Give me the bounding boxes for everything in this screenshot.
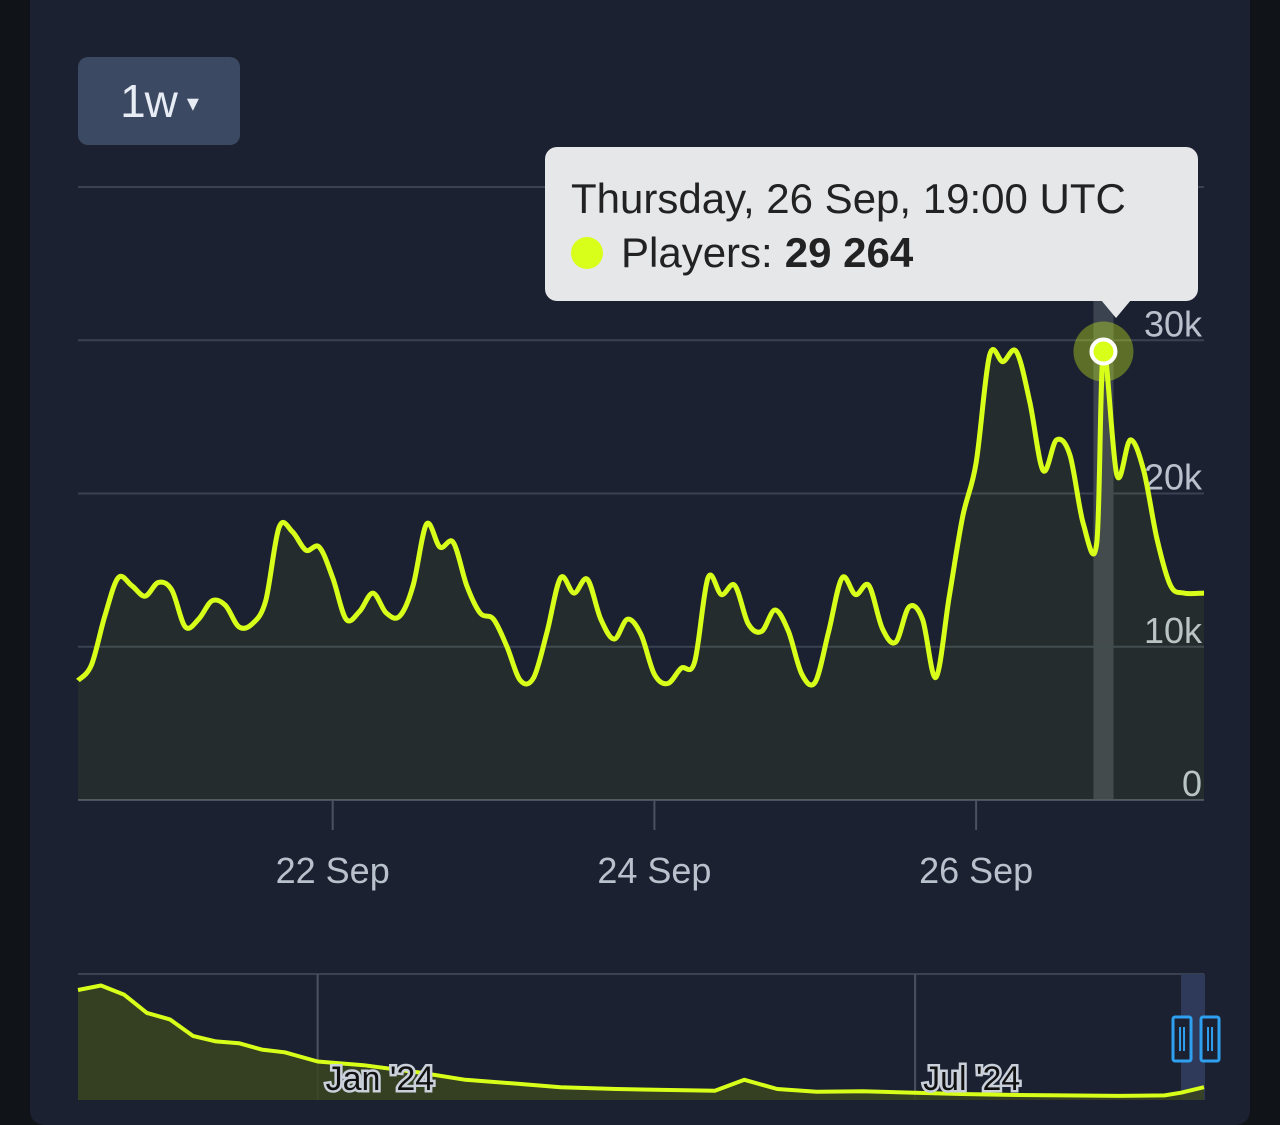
series-line-players <box>76 347 1205 688</box>
tooltip-value: 29 264 <box>784 229 914 276</box>
y-tick-label: 10k <box>1144 610 1203 651</box>
navigator-area <box>78 985 1204 1100</box>
navigator-tick-label: Jan '24 <box>326 1060 435 1098</box>
tooltip-row: Players: 29 264 <box>571 225 1172 281</box>
series-marker-icon <box>571 237 603 269</box>
navigator-line <box>77 983 1205 1098</box>
x-tick-label: 24 Sep <box>597 850 711 891</box>
drag-handle-icon <box>1199 1015 1221 1063</box>
navigator-handle-right[interactable] <box>1199 1015 1221 1063</box>
y-tick-label: 30k <box>1144 303 1203 344</box>
range-selector-label: 1w <box>120 75 178 127</box>
x-tick-label: 22 Sep <box>276 850 390 891</box>
tooltip-title: Thursday, 26 Sep, 19:00 UTC <box>571 175 1126 222</box>
series-area <box>78 349 1204 800</box>
drag-handle-icon <box>1171 1015 1193 1063</box>
navigator-tick-label: Jul '24 <box>923 1060 1020 1098</box>
tooltip-arrow <box>1101 300 1131 318</box>
caret-down-icon: ▾ <box>186 89 199 117</box>
y-tick-label: 20k <box>1144 457 1203 498</box>
range-selector-button[interactable]: 1w ▾ <box>78 57 240 145</box>
chart-tooltip: Thursday, 26 Sep, 19:00 UTC Players: 29 … <box>545 147 1198 301</box>
y-tick-label: 0 <box>1182 763 1202 804</box>
hovered-data-point <box>1089 337 1118 366</box>
tooltip-series-label: Players: <box>621 229 773 276</box>
navigator-handle-left[interactable] <box>1171 1015 1193 1063</box>
x-tick-label: 26 Sep <box>919 850 1033 891</box>
